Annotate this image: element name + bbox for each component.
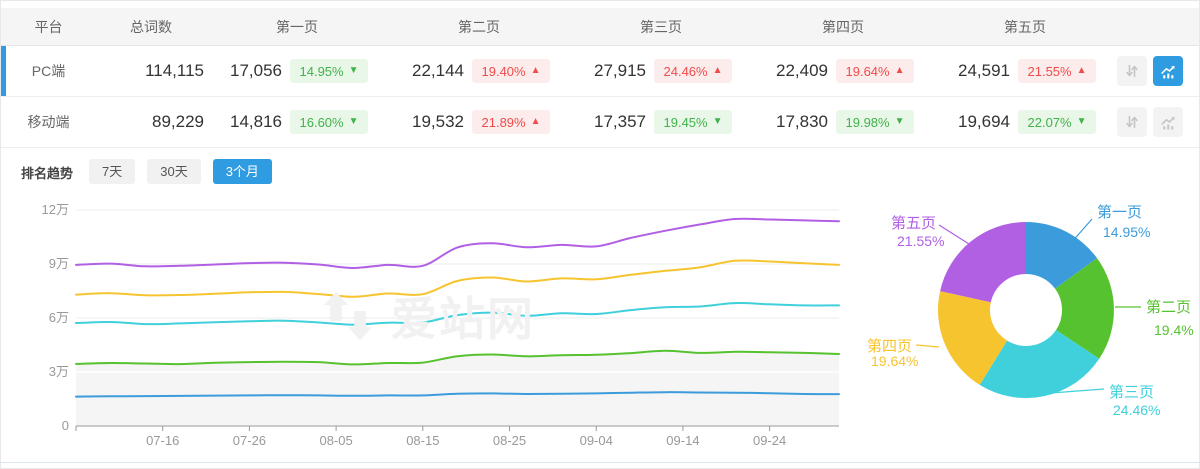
- time-range-tabs: 7天 30天 3个月: [89, 159, 272, 184]
- page-share-badge: 21.55% ▲: [1018, 59, 1096, 83]
- table-header-row: 平台 总词数 第一页 第二页 第三页 第四页 第五页: [1, 8, 1199, 46]
- col-header-page4: 第四页: [822, 18, 864, 35]
- svg-text:09-04: 09-04: [580, 433, 613, 448]
- page-share-badge: 19.45% ▼: [654, 110, 732, 134]
- row-actions: [1116, 107, 1199, 137]
- tab-3months[interactable]: 3个月: [212, 159, 272, 184]
- svg-text:07-26: 07-26: [233, 433, 266, 448]
- svg-text:09-14: 09-14: [666, 433, 699, 448]
- page2-cell: 22,144 19.40% ▲: [388, 59, 570, 83]
- page1-cell: 17,056 14.95% ▼: [206, 59, 388, 83]
- page3-cell: 27,915 24.46% ▲: [570, 59, 752, 83]
- updown-arrows-button[interactable]: [1117, 56, 1147, 86]
- trend-chart-button[interactable]: [1153, 107, 1183, 137]
- updown-arrows-icon: [1126, 64, 1138, 78]
- updown-arrows-button[interactable]: [1117, 107, 1147, 137]
- rank-trend-section: 排名趋势 7天 30天 3个月 0 3万 6万 9万 12万 07-16 07-26 08-0…: [1, 149, 1199, 463]
- col-header-page5: 第五页: [1004, 18, 1046, 35]
- svg-text:0: 0: [62, 418, 69, 433]
- col-header-total: 总词数: [130, 18, 172, 35]
- table-row-mobile[interactable]: 移动端 89,229 14,816 16.60% ▼ 19,532 21.89% ▲…: [1, 97, 1199, 148]
- svg-text:08-05: 08-05: [319, 433, 352, 448]
- trend-arrow-icon: ▼: [1076, 116, 1087, 127]
- trend-chart-icon: [1160, 65, 1175, 78]
- page-count: 19,532: [412, 112, 464, 131]
- svg-text:08-15: 08-15: [406, 433, 439, 448]
- total-words-value: 114,115: [145, 61, 204, 80]
- page-share-badge: 19.64% ▲: [836, 59, 914, 83]
- trend-arrow-icon: ▼: [348, 65, 359, 76]
- tab-7days[interactable]: 7天: [89, 159, 136, 184]
- col-header-platform: 平台: [34, 18, 63, 35]
- svg-text:19.64%: 19.64%: [871, 353, 918, 369]
- page-share-badge: 24.46% ▲: [654, 59, 732, 83]
- svg-text:第三页: 第三页: [1109, 383, 1154, 401]
- page-share-badge: 19.40% ▲: [472, 59, 550, 83]
- platform-label: 移动端: [27, 114, 70, 130]
- trend-arrow-icon: ▲: [1076, 65, 1087, 76]
- page3-cell: 17,357 19.45% ▼: [570, 110, 752, 134]
- page5-cell: 24,591 21.55% ▲: [934, 59, 1116, 83]
- svg-text:第二页: 第二页: [1146, 298, 1191, 316]
- col-header-page2: 第二页: [458, 18, 500, 35]
- svg-text:07-16: 07-16: [146, 433, 179, 448]
- page4-cell: 22,409 19.64% ▲: [752, 59, 934, 83]
- svg-text:12万: 12万: [42, 202, 69, 217]
- page4-cell: 17,830 19.98% ▼: [752, 110, 934, 134]
- page-count: 24,591: [958, 61, 1010, 80]
- col-header-page3: 第三页: [640, 18, 682, 35]
- trend-arrow-icon: ▲: [712, 65, 723, 76]
- updown-arrows-icon: [1126, 115, 1138, 129]
- svg-text:第四页: 第四页: [867, 337, 912, 355]
- svg-text:9万: 9万: [49, 256, 69, 271]
- page-count: 14,816: [230, 112, 282, 131]
- trend-arrow-icon: ▲: [530, 116, 541, 127]
- page-count: 27,915: [594, 61, 646, 80]
- svg-text:09-24: 09-24: [753, 433, 786, 448]
- col-header-page1: 第一页: [276, 18, 318, 35]
- svg-text:08-25: 08-25: [493, 433, 526, 448]
- trend-arrow-icon: ▼: [348, 116, 359, 127]
- platform-label: PC端: [31, 63, 66, 79]
- page-share-badge: 21.89% ▲: [472, 110, 550, 134]
- page5-cell: 19,694 22.07% ▼: [934, 110, 1116, 134]
- svg-text:24.46%: 24.46%: [1113, 402, 1160, 418]
- page-share-badge: 19.98% ▼: [836, 110, 914, 134]
- page-share-badge: 22.07% ▼: [1018, 110, 1096, 134]
- page-count: 17,830: [776, 112, 828, 131]
- svg-text:21.55%: 21.55%: [897, 233, 944, 249]
- table-row-pc[interactable]: PC端 114,115 17,056 14.95% ▼ 22,144 19.40%…: [1, 46, 1199, 97]
- page-count: 17,357: [594, 112, 646, 131]
- page-count: 19,694: [958, 112, 1010, 131]
- tab-30days[interactable]: 30天: [147, 159, 201, 184]
- page-share-badge: 14.95% ▼: [290, 59, 368, 83]
- svg-text:第一页: 第一页: [1097, 203, 1142, 221]
- keyword-table: 平台 总词数 第一页 第二页 第三页 第四页 第五页 PC端 114,115 1…: [1, 8, 1199, 148]
- svg-text:14.95%: 14.95%: [1103, 224, 1150, 240]
- svg-text:3万: 3万: [49, 364, 69, 379]
- trend-line-chart: 0 3万 6万 9万 12万 07-16 07-26 08-05 08-15 08-25 09-04…: [42, 202, 840, 448]
- total-words-value: 89,229: [152, 112, 204, 131]
- svg-text:6万: 6万: [49, 310, 69, 325]
- page2-cell: 19,532 21.89% ▲: [388, 110, 570, 134]
- trend-arrow-icon: ▲: [530, 65, 541, 76]
- page-share-badge: 16.60% ▼: [290, 110, 368, 134]
- svg-text:第五页: 第五页: [891, 214, 936, 232]
- page-count: 22,144: [412, 61, 464, 80]
- trend-section-title: 排名趋势: [21, 166, 74, 181]
- trend-arrow-icon: ▲: [894, 65, 905, 76]
- trend-chart-icon: [1160, 116, 1175, 129]
- trend-chart-button[interactable]: [1153, 56, 1183, 86]
- trend-arrow-icon: ▼: [712, 116, 723, 127]
- page-count: 17,056: [230, 61, 282, 80]
- trend-arrow-icon: ▼: [894, 116, 905, 127]
- page1-cell: 14,816 16.60% ▼: [206, 110, 388, 134]
- svg-text:19.4%: 19.4%: [1154, 322, 1194, 338]
- row-actions: [1116, 56, 1199, 86]
- page-count: 22,409: [776, 61, 828, 80]
